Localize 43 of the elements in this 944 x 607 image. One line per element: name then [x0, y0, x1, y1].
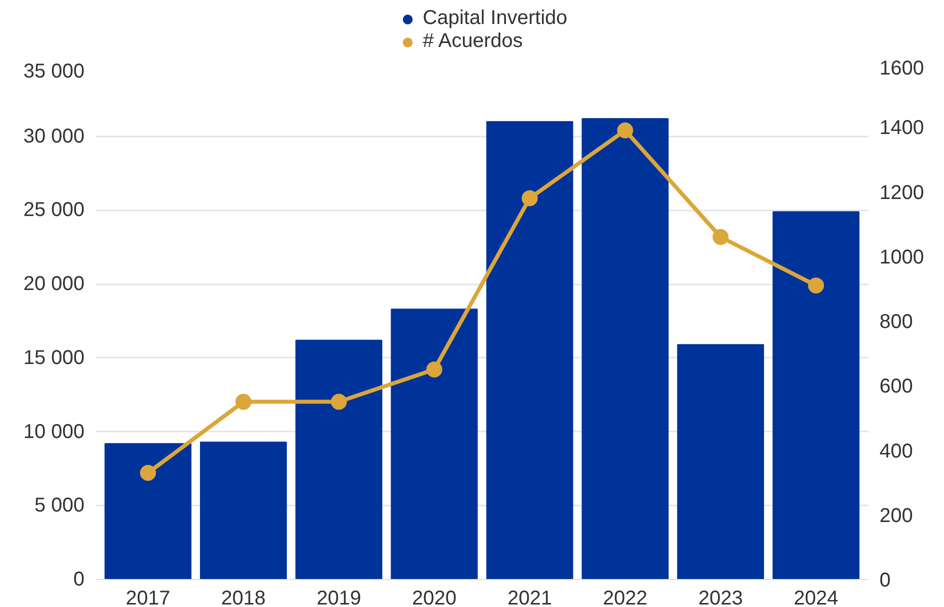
bar — [677, 344, 764, 580]
y-tick-label: 0 — [73, 568, 84, 590]
point — [330, 394, 347, 410]
y2-tick-label: 0 — [880, 570, 891, 592]
y-tick-label: 25 000 — [23, 199, 84, 222]
x-tick-label: 2023 — [698, 588, 743, 607]
point — [235, 394, 252, 410]
x-tick-label: 2019 — [316, 588, 362, 607]
bar — [486, 121, 574, 580]
y-tick-label: 10 000 — [23, 420, 84, 443]
y-tick-label: 5 000 — [34, 494, 85, 517]
y2-tick-label: 1000 — [880, 246, 924, 268]
x-tick-label: 2024 — [794, 588, 838, 607]
y-tick-label: 30 000 — [23, 125, 84, 148]
point — [426, 361, 442, 378]
legend-label: # Acuerdos — [422, 30, 523, 53]
bar — [772, 211, 860, 580]
point — [712, 229, 729, 245]
y-tick-label: 35 000 — [23, 60, 84, 82]
y2-tick-label: 1200 — [880, 182, 924, 204]
point — [140, 464, 156, 481]
bar — [582, 118, 669, 580]
y2-tick-label: 600 — [880, 376, 913, 398]
x-tick-label: 2021 — [507, 588, 552, 607]
y2-tick-label: 1600 — [880, 58, 924, 80]
bar — [295, 340, 382, 580]
x-tick-label: 2017 — [126, 588, 170, 607]
y2-tick-label: 1400 — [880, 117, 924, 140]
y2-tick-label: 200 — [880, 504, 913, 527]
bar — [200, 442, 287, 580]
x-tick-label: 2022 — [602, 588, 648, 607]
y-tick-label: 20 000 — [23, 273, 84, 296]
x-tick-label: 2018 — [221, 588, 266, 607]
bar — [104, 443, 192, 580]
x-tick-label: 2020 — [412, 588, 457, 607]
point — [522, 190, 538, 206]
y-tick-label: 15 000 — [23, 346, 84, 369]
point — [617, 122, 634, 138]
legend-label: Capital Invertido — [422, 7, 568, 30]
point — [808, 277, 824, 294]
bar — [390, 308, 478, 580]
y2-tick-label: 800 — [880, 311, 913, 333]
y2-tick-label: 400 — [880, 440, 913, 462]
